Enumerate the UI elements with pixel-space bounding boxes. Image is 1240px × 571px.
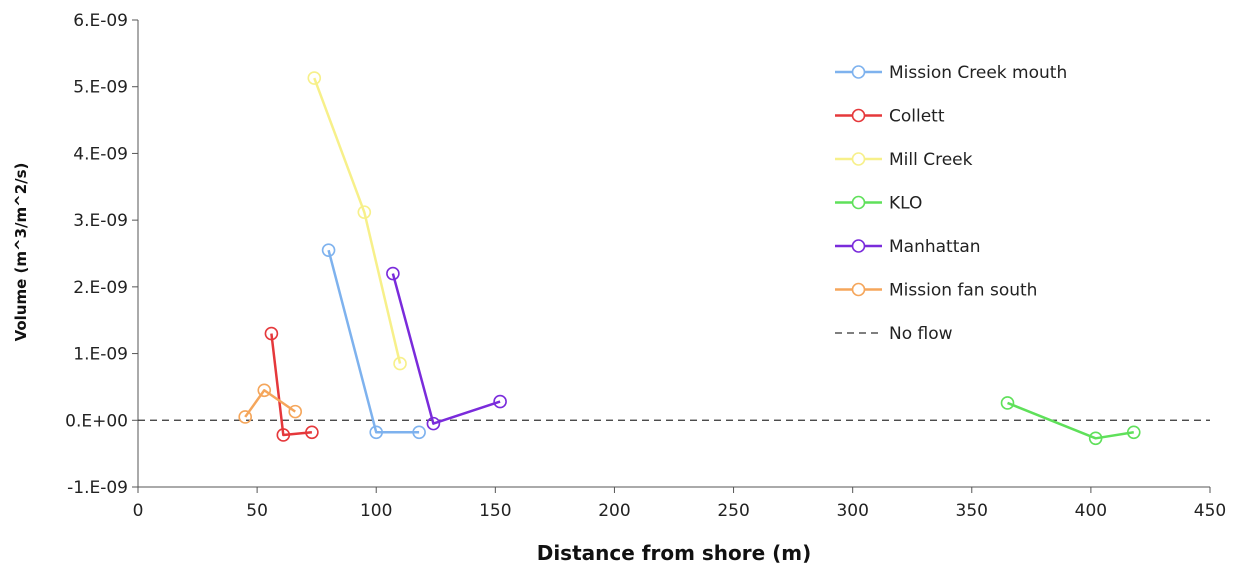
legend-label: Mill Creek — [889, 150, 973, 170]
legend-marker — [851, 195, 866, 210]
legend-label: Manhattan — [889, 237, 981, 257]
x-tick-label: 0 — [133, 501, 144, 521]
series-group — [238, 383, 303, 424]
x-tick-label: 350 — [956, 501, 988, 521]
series-line — [1007, 401, 1134, 440]
series-group — [386, 266, 507, 431]
data-point — [1000, 396, 1015, 410]
series-line — [313, 77, 402, 364]
data-point — [305, 425, 319, 440]
y-tick-label: 6.E-09 — [73, 11, 128, 31]
y-tick-label: 4.E-09 — [73, 144, 128, 164]
data-point — [307, 71, 322, 85]
legend-marker — [851, 282, 866, 297]
series-group — [321, 243, 426, 440]
y-tick-label: 2.E-09 — [73, 278, 128, 298]
legend-marker — [851, 239, 866, 253]
x-tick-label: 300 — [836, 501, 868, 521]
legend: Mission Creek mouth Collett Mill Creek KLO M… — [835, 63, 1067, 344]
legend-label: Mission fan south — [889, 281, 1037, 301]
y-axis-title: Volume (m^3/m^2/s) — [12, 163, 30, 342]
series-group — [264, 326, 319, 442]
data-point — [357, 205, 372, 219]
data-point — [238, 410, 252, 424]
data-point — [493, 394, 507, 409]
axes: -1.E-09 0.E+00 1.E-09 2.E-09 3.E-09 4.E-09 5.E… — [65, 11, 1226, 521]
data-point — [276, 428, 291, 442]
legend-label-no-flow: No flow — [889, 324, 953, 344]
y-tick-label: 3.E-09 — [73, 211, 128, 231]
data-point — [288, 404, 303, 419]
legend-label: Collett — [889, 107, 945, 127]
data-point — [257, 383, 272, 398]
x-tick-label: 450 — [1194, 501, 1226, 521]
data-point — [1088, 431, 1103, 446]
data-point — [264, 326, 279, 341]
y-tick-label: 1.E-09 — [73, 345, 128, 365]
data-point — [426, 416, 441, 431]
x-tick-label: 50 — [246, 501, 268, 521]
series-layer — [238, 71, 1141, 446]
legend-label: Mission Creek mouth — [889, 63, 1067, 83]
series-group — [307, 71, 407, 371]
data-point — [369, 425, 384, 440]
y-tick-label: -1.E-09 — [67, 478, 128, 498]
x-tick-label: 250 — [717, 501, 749, 521]
x-tick-label: 150 — [479, 501, 511, 521]
legend-marker — [851, 65, 866, 79]
data-point — [393, 356, 407, 371]
series-line — [327, 249, 420, 434]
series-line — [244, 389, 296, 418]
data-point — [321, 243, 336, 257]
series-line — [391, 273, 501, 425]
x-tick-label: 100 — [360, 501, 392, 521]
data-point — [412, 425, 426, 440]
legend-marker — [851, 108, 866, 123]
x-tick-label: 400 — [1075, 501, 1107, 521]
data-point — [386, 266, 400, 281]
legend-label: KLO — [889, 194, 922, 214]
series-group — [1000, 396, 1141, 446]
x-tick-label: 200 — [598, 501, 630, 521]
series-line — [270, 333, 313, 437]
data-point — [1126, 425, 1141, 440]
y-tick-label: 0.E+00 — [65, 411, 128, 431]
x-axis-title: Distance from shore (m) — [537, 541, 812, 565]
y-tick-label: 5.E-09 — [73, 78, 128, 98]
legend-marker — [851, 152, 866, 166]
